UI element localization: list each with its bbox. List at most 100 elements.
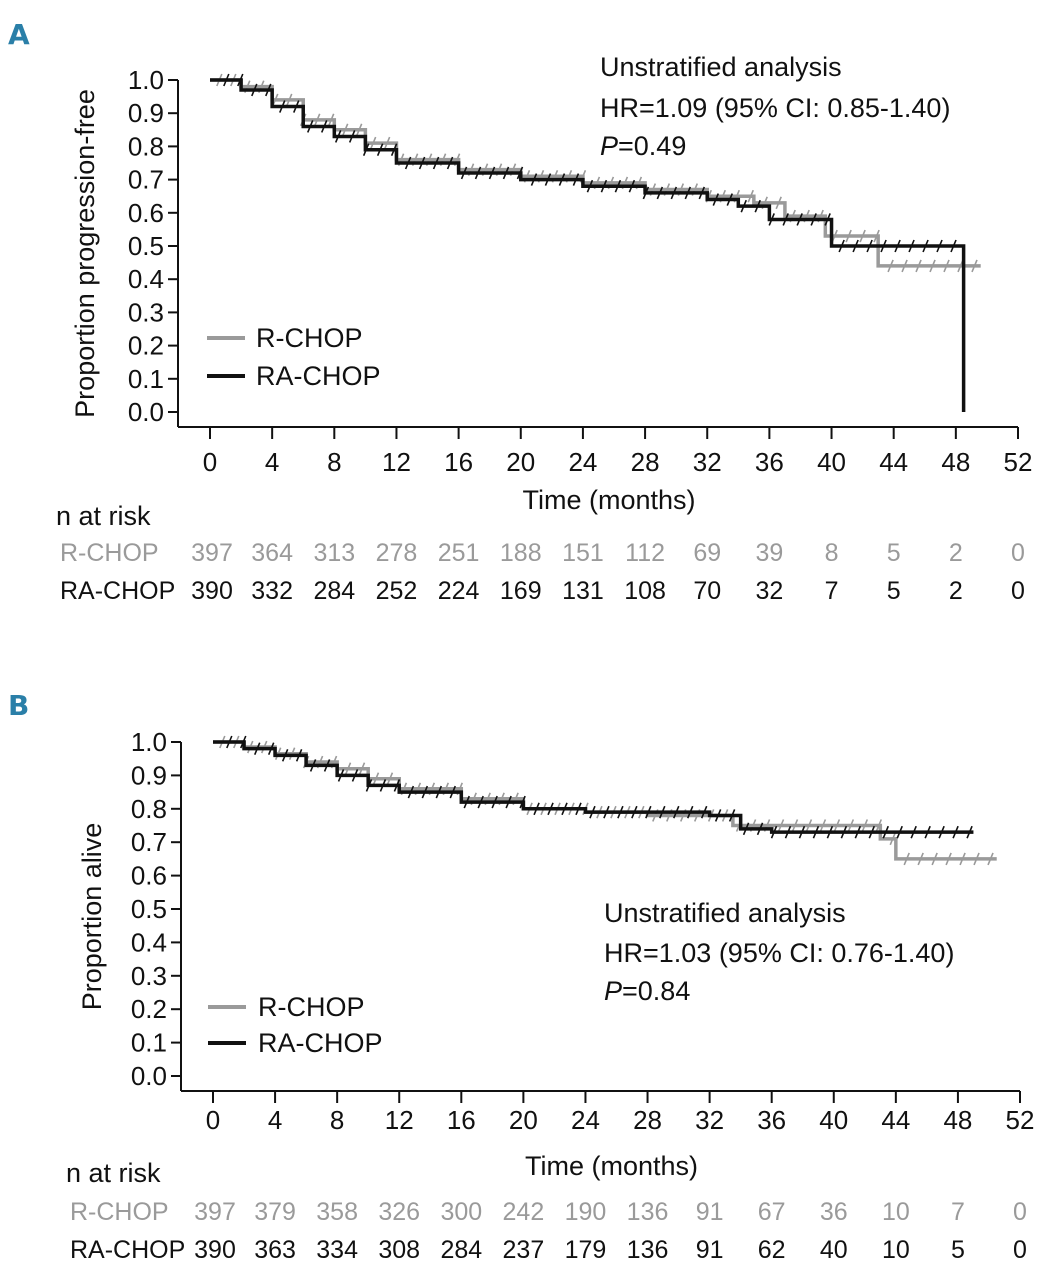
- annotation-p-label: P: [600, 131, 618, 161]
- x-tick-label: 4: [265, 447, 279, 477]
- risk-table-title: n at risk: [66, 1158, 161, 1188]
- y-tick-label: 0.5: [131, 894, 167, 924]
- risk-count: 364: [251, 539, 293, 567]
- y-tick-label: 0.9: [131, 760, 167, 790]
- x-tick-label: 28: [633, 1105, 662, 1135]
- risk-count: 390: [191, 577, 233, 605]
- y-tick-label: 0.6: [128, 198, 164, 228]
- risk-count: 136: [627, 1198, 669, 1226]
- km-curve-ra-chop: [213, 740, 974, 834]
- risk-count: 112: [625, 539, 665, 567]
- risk-count: 326: [378, 1198, 420, 1226]
- x-tick-label: 32: [693, 447, 722, 477]
- risk-count: 0: [1011, 577, 1025, 605]
- legend-label: R-CHOP: [256, 323, 363, 353]
- risk-count: 40: [820, 1236, 848, 1264]
- risk-count: 0: [1013, 1198, 1027, 1226]
- y-tick-label: 0.5: [128, 231, 164, 261]
- risk-count: 169: [500, 577, 542, 605]
- legend-label: RA-CHOP: [258, 1028, 383, 1058]
- risk-count: 237: [503, 1236, 545, 1264]
- x-tick-label: 52: [1006, 1105, 1035, 1135]
- risk-count: 10: [882, 1236, 910, 1264]
- x-tick-label: 40: [817, 447, 846, 477]
- x-tick-label: 8: [327, 447, 341, 477]
- risk-count: 278: [376, 539, 418, 567]
- x-tick-label: 32: [695, 1105, 724, 1135]
- risk-count: 108: [624, 577, 666, 605]
- risk-row-name: R-CHOP: [70, 1198, 169, 1226]
- risk-count: 151: [562, 539, 604, 567]
- km-curve-r-chop: [213, 740, 997, 861]
- panel-a: A0.00.10.20.30.40.50.60.70.80.91.00 4 8 12 1…: [8, 18, 1032, 605]
- annotation-p-value: =0.84: [622, 976, 690, 1006]
- annotation-p-label: P: [604, 976, 622, 1006]
- x-tick-label: 40: [819, 1105, 848, 1135]
- risk-count: 251: [438, 539, 480, 567]
- censor-marks-r-chop: [219, 735, 994, 866]
- x-tick-label: 8: [330, 1105, 344, 1135]
- x-tick-label: 52: [1004, 447, 1033, 477]
- y-tick-label: 0.9: [128, 98, 164, 128]
- x-tick-label: 48: [941, 447, 970, 477]
- x-tick-label: 4: [268, 1105, 282, 1135]
- y-tick-label: 0.4: [131, 927, 167, 957]
- risk-count: 67: [758, 1198, 786, 1226]
- annotation-title: Unstratified analysis: [604, 898, 846, 928]
- risk-count: 0: [1011, 539, 1025, 567]
- risk-count: 300: [440, 1198, 482, 1226]
- annotation-hr: HR=1.09 (95% CI: 0.85-1.40): [600, 93, 950, 123]
- annotation-hr: HR=1.03 (95% CI: 0.76-1.40): [604, 938, 954, 968]
- y-tick-label: 0.4: [128, 264, 164, 294]
- y-tick-label: 1.0: [128, 65, 164, 95]
- risk-count: 284: [440, 1236, 482, 1264]
- x-tick-label: 12: [385, 1105, 414, 1135]
- risk-count: 397: [194, 1198, 236, 1226]
- risk-count: 179: [565, 1236, 607, 1264]
- x-tick-label: 24: [568, 447, 597, 477]
- y-axis-title: Proportion alive: [77, 823, 107, 1011]
- x-tick-label: 24: [571, 1105, 600, 1135]
- y-tick-label: 0.7: [131, 827, 167, 857]
- risk-count: 36: [820, 1198, 848, 1226]
- x-tick-label: 16: [447, 1105, 476, 1135]
- risk-count: 5: [887, 577, 901, 605]
- annotation-p: P=0.84: [604, 976, 690, 1006]
- risk-count: 7: [951, 1198, 965, 1226]
- x-tick-label: 48: [943, 1105, 972, 1135]
- risk-count: 358: [316, 1198, 358, 1226]
- risk-count: 5: [887, 539, 901, 567]
- panel-letter: A: [8, 18, 30, 51]
- risk-count: 390: [194, 1236, 236, 1264]
- risk-count: 62: [758, 1236, 786, 1264]
- x-axis-title: Time (months): [525, 1151, 698, 1181]
- legend-label: RA-CHOP: [256, 361, 381, 391]
- x-tick-label: 20: [509, 1105, 538, 1135]
- risk-count: 313: [313, 539, 355, 567]
- risk-count: 39: [755, 539, 783, 567]
- y-tick-label: 0.1: [131, 1028, 167, 1058]
- risk-count: 91: [696, 1236, 724, 1264]
- y-tick-label: 0.2: [131, 994, 167, 1024]
- panel-letter: B: [8, 689, 29, 722]
- x-tick-label: 0: [206, 1105, 220, 1135]
- risk-count: 242: [503, 1198, 545, 1226]
- y-tick-label: 0.8: [128, 131, 164, 161]
- risk-row-name: R-CHOP: [60, 539, 159, 567]
- risk-count: 363: [254, 1236, 296, 1264]
- x-tick-label: 44: [879, 447, 908, 477]
- x-axis-title: Time (months): [522, 485, 695, 515]
- risk-count: 2: [949, 539, 963, 567]
- y-tick-label: 0.2: [128, 331, 164, 361]
- risk-count: 91: [696, 1198, 724, 1226]
- x-tick-label: 36: [757, 1105, 786, 1135]
- risk-row-name: RA-CHOP: [60, 577, 175, 605]
- y-axis-title: Proportion progression-free: [70, 89, 100, 418]
- x-tick-label: 36: [755, 447, 784, 477]
- risk-row-name: RA-CHOP: [70, 1236, 185, 1264]
- risk-count: 5: [951, 1236, 965, 1264]
- risk-count: 8: [825, 539, 839, 567]
- risk-count: 69: [693, 539, 721, 567]
- legend-label: R-CHOP: [258, 992, 365, 1022]
